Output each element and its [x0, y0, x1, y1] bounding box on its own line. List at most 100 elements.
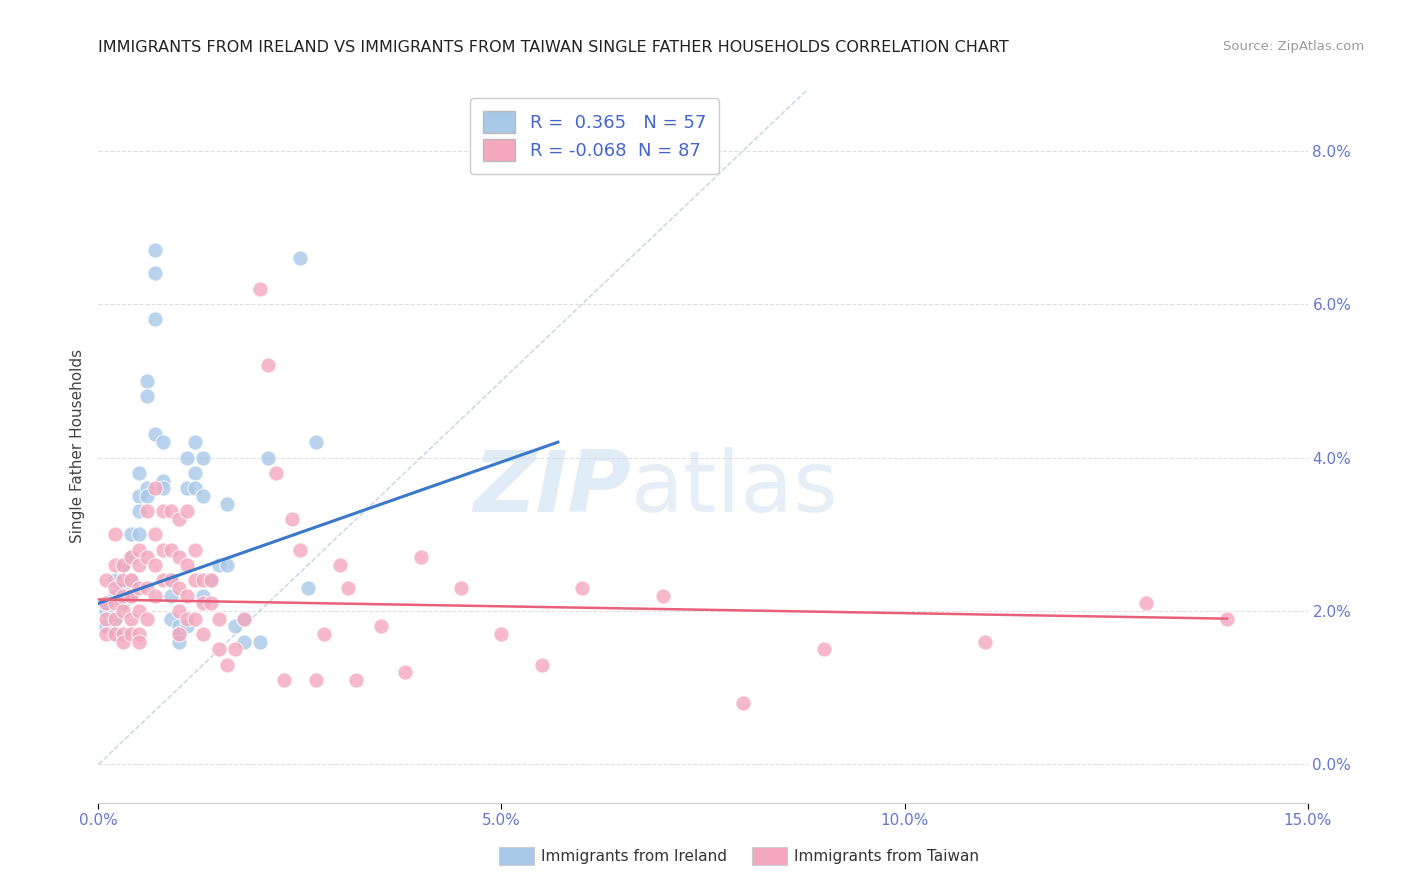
Point [733, 696, 755, 710]
Point [128, 604, 150, 618]
Point [813, 642, 835, 657]
Point [103, 612, 125, 626]
Point [96, 604, 118, 618]
Point [571, 581, 593, 595]
Point [128, 542, 150, 557]
Point [152, 481, 174, 495]
Point [143, 481, 166, 495]
Point [96, 627, 118, 641]
Point [370, 619, 392, 633]
Point [152, 504, 174, 518]
Point [103, 596, 125, 610]
Point [217, 657, 239, 672]
Point [184, 435, 207, 450]
Point [103, 627, 125, 641]
Point [111, 581, 134, 595]
Text: atlas: atlas [630, 447, 838, 531]
Point [96, 612, 118, 626]
Point [160, 574, 183, 588]
Point [152, 474, 174, 488]
Point [256, 359, 278, 373]
Point [232, 612, 254, 626]
Point [103, 627, 125, 641]
Point [651, 589, 673, 603]
Point [160, 504, 183, 518]
Point [120, 527, 142, 541]
Point [143, 244, 166, 258]
Point [128, 634, 150, 648]
Point [143, 589, 166, 603]
Text: Immigrants from Taiwan: Immigrants from Taiwan [794, 849, 980, 863]
Point [103, 574, 125, 588]
Point [103, 612, 125, 626]
Point [200, 596, 222, 610]
Point [409, 550, 432, 565]
Point [160, 589, 183, 603]
Point [135, 374, 157, 388]
Point [160, 612, 183, 626]
Point [135, 581, 157, 595]
Point [135, 504, 157, 518]
Point [128, 558, 150, 572]
Point [176, 619, 198, 633]
Point [329, 558, 352, 572]
Point [111, 589, 134, 603]
Point [135, 489, 157, 503]
Point [224, 642, 246, 657]
Text: Immigrants from Ireland: Immigrants from Ireland [541, 849, 727, 863]
Point [167, 627, 190, 641]
Point [193, 450, 215, 465]
Point [176, 589, 198, 603]
Point [111, 627, 134, 641]
Point [143, 558, 166, 572]
Point [337, 581, 360, 595]
Point [200, 574, 222, 588]
Point [249, 282, 271, 296]
Point [193, 574, 215, 588]
Point [103, 527, 125, 541]
Point [305, 435, 328, 450]
Point [103, 589, 125, 603]
Point [167, 550, 190, 565]
Point [184, 481, 207, 495]
Point [208, 612, 231, 626]
Point [184, 542, 207, 557]
Point [167, 512, 190, 526]
Point [128, 627, 150, 641]
Point [128, 527, 150, 541]
Point [232, 612, 254, 626]
Point [143, 427, 166, 442]
Point [128, 504, 150, 518]
Point [450, 581, 472, 595]
Point [184, 612, 207, 626]
Point [281, 512, 304, 526]
Y-axis label: Single Father Households: Single Father Households [69, 349, 84, 543]
Point [305, 673, 328, 687]
Point [120, 589, 142, 603]
Point [167, 627, 190, 641]
Point [103, 558, 125, 572]
Point [193, 627, 215, 641]
Point [1216, 612, 1239, 626]
Point [184, 466, 207, 480]
Point [184, 574, 207, 588]
Point [208, 558, 231, 572]
Point [288, 251, 311, 265]
Point [314, 627, 336, 641]
Point [143, 527, 166, 541]
Point [974, 634, 997, 648]
Point [176, 612, 198, 626]
Point [96, 574, 118, 588]
Point [208, 642, 231, 657]
Point [128, 489, 150, 503]
Text: Source: ZipAtlas.com: Source: ZipAtlas.com [1223, 40, 1364, 54]
Point [273, 673, 295, 687]
Point [160, 574, 183, 588]
Point [111, 574, 134, 588]
Point [167, 604, 190, 618]
Point [249, 634, 271, 648]
Point [297, 581, 319, 595]
Point [152, 435, 174, 450]
Point [217, 558, 239, 572]
Point [394, 665, 416, 680]
